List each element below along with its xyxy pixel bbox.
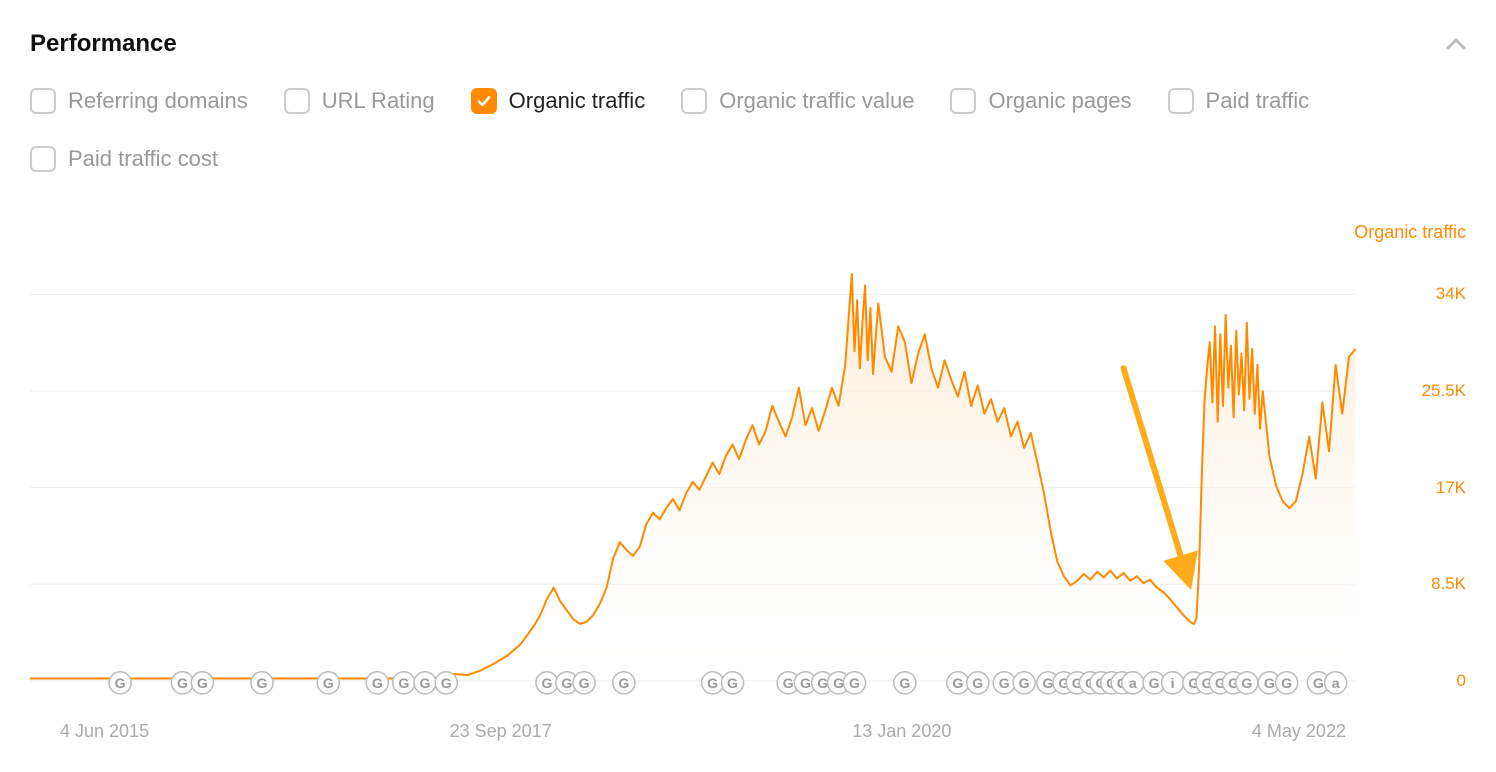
- y-tick-label: 0: [1457, 671, 1466, 691]
- svg-text:G: G: [849, 675, 860, 691]
- svg-text:G: G: [177, 675, 188, 691]
- svg-text:G: G: [972, 675, 983, 691]
- filter-organic_pages[interactable]: Organic pages: [950, 88, 1131, 114]
- svg-text:G: G: [197, 675, 208, 691]
- checkbox-organic_value[interactable]: [681, 88, 707, 114]
- svg-text:G: G: [952, 675, 963, 691]
- svg-text:G: G: [398, 675, 409, 691]
- x-tick-label: 4 Jun 2015: [60, 721, 149, 742]
- svg-text:G: G: [420, 675, 431, 691]
- svg-text:G: G: [707, 675, 718, 691]
- svg-text:G: G: [257, 675, 268, 691]
- checkbox-organic_traffic[interactable]: [471, 88, 497, 114]
- x-axis-labels: 4 Jun 2015 23 Sep 2017 13 Jan 2020 4 May 20…: [30, 711, 1466, 742]
- svg-text:a: a: [1129, 675, 1137, 691]
- filter-label: Organic traffic: [509, 88, 646, 114]
- chart-container: GGGGGGGGGGGGGGGGGGGGGGGGGGGGGGGGaGiGGGGG…: [30, 249, 1466, 711]
- filter-label: Referring domains: [68, 88, 248, 114]
- x-tick-label: 4 May 2022: [1252, 721, 1346, 742]
- panel-header: Performance: [30, 30, 1466, 58]
- svg-text:G: G: [1149, 675, 1160, 691]
- svg-text:G: G: [800, 675, 811, 691]
- svg-text:G: G: [561, 675, 572, 691]
- svg-text:G: G: [1313, 675, 1324, 691]
- svg-text:G: G: [115, 675, 126, 691]
- svg-text:G: G: [783, 675, 794, 691]
- x-tick-label: 23 Sep 2017: [450, 721, 552, 742]
- svg-text:G: G: [441, 675, 452, 691]
- svg-text:G: G: [727, 675, 738, 691]
- checkbox-organic_pages[interactable]: [950, 88, 976, 114]
- svg-text:G: G: [999, 675, 1010, 691]
- filter-label: URL Rating: [322, 88, 435, 114]
- checkbox-paid_traffic[interactable]: [1168, 88, 1194, 114]
- metric-filters: Referring domains URL Rating Organic traff…: [30, 88, 1466, 172]
- filter-url_rating[interactable]: URL Rating: [284, 88, 435, 114]
- svg-text:G: G: [1241, 675, 1252, 691]
- svg-text:G: G: [899, 675, 910, 691]
- svg-text:G: G: [1019, 675, 1030, 691]
- filter-label: Paid traffic cost: [68, 146, 218, 172]
- svg-text:G: G: [579, 675, 590, 691]
- filter-referring_domains[interactable]: Referring domains: [30, 88, 248, 114]
- svg-text:a: a: [1332, 675, 1340, 691]
- filter-label: Organic pages: [988, 88, 1131, 114]
- panel-title: Performance: [30, 30, 177, 58]
- svg-text:i: i: [1171, 675, 1175, 691]
- chart-legend: Organic traffic: [30, 222, 1466, 243]
- checkbox-paid_cost[interactable]: [30, 146, 56, 172]
- filter-organic_traffic[interactable]: Organic traffic: [471, 88, 646, 114]
- svg-text:G: G: [1281, 675, 1292, 691]
- traffic-chart: GGGGGGGGGGGGGGGGGGGGGGGGGGGGGGGGaGiGGGGG…: [30, 249, 1466, 711]
- checkbox-referring_domains[interactable]: [30, 88, 56, 114]
- filter-paid_traffic[interactable]: Paid traffic: [1168, 88, 1310, 114]
- svg-text:G: G: [372, 675, 383, 691]
- y-tick-label: 25.5K: [1422, 381, 1466, 401]
- x-tick-label: 13 Jan 2020: [852, 721, 951, 742]
- filter-label: Organic traffic value: [719, 88, 914, 114]
- collapse-toggle[interactable]: [1446, 34, 1466, 54]
- filter-paid_cost[interactable]: Paid traffic cost: [30, 146, 218, 172]
- svg-text:G: G: [618, 675, 629, 691]
- svg-text:G: G: [541, 675, 552, 691]
- checkbox-url_rating[interactable]: [284, 88, 310, 114]
- filter-organic_value[interactable]: Organic traffic value: [681, 88, 914, 114]
- y-tick-label: 34K: [1436, 284, 1466, 304]
- svg-text:G: G: [1043, 675, 1054, 691]
- filter-label: Paid traffic: [1206, 88, 1310, 114]
- svg-text:G: G: [323, 675, 334, 691]
- y-tick-label: 8.5K: [1431, 574, 1466, 594]
- svg-text:G: G: [1264, 675, 1275, 691]
- svg-text:G: G: [817, 675, 828, 691]
- svg-text:G: G: [833, 675, 844, 691]
- y-tick-label: 17K: [1436, 478, 1466, 498]
